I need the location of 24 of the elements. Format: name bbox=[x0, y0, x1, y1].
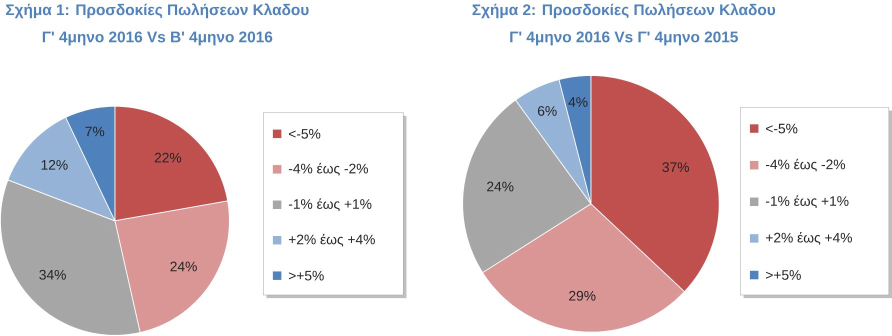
data-label: 7% bbox=[85, 126, 104, 136]
legend-label: -4% έως -2% bbox=[288, 163, 368, 176]
chart-title: Σχήμα 1: Προσδοκίες Πωλήσεων Κλαδου bbox=[6, 4, 309, 18]
data-label: 29% bbox=[569, 291, 596, 301]
legend-label: >+5% bbox=[288, 270, 324, 281]
legend-label: <-5% bbox=[766, 124, 798, 134]
chart-subtitle: Γ' 4μηνο 2016 Vs Β' 4μηνο 2016 bbox=[42, 32, 272, 46]
chart-title: Σχήμα 2: Προσδοκίες Πωλήσεων Κλαδου bbox=[472, 4, 776, 18]
legend-label: <-5% bbox=[288, 129, 320, 139]
legend-label: >+5% bbox=[766, 270, 801, 280]
data-label: 4% bbox=[568, 97, 588, 107]
data-label: 37% bbox=[662, 162, 689, 172]
data-label: 12% bbox=[42, 160, 68, 170]
data-label: 24% bbox=[170, 262, 197, 272]
legend-label: -1% έως +1% bbox=[288, 198, 372, 212]
data-label: 24% bbox=[487, 182, 514, 192]
legend-label: -1% έως +1% bbox=[766, 196, 849, 208]
data-label: 34% bbox=[39, 270, 66, 280]
chart-subtitle: Γ' 4μηνο 2016 Vs Γ' 4μηνο 2015 bbox=[510, 32, 738, 46]
data-label: 22% bbox=[154, 152, 182, 163]
legend-label: -4% έως -2% bbox=[766, 158, 846, 172]
legend-label: +2% έως +4% bbox=[288, 234, 375, 247]
data-label: 6% bbox=[538, 106, 557, 116]
legend-label: +2% έως +4% bbox=[766, 232, 852, 245]
